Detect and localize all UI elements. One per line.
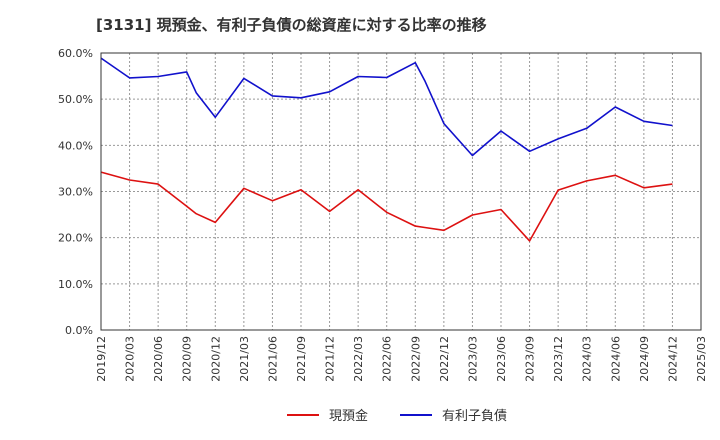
gridlines — [100, 52, 702, 331]
legend-label-0: 現預金 — [329, 408, 368, 424]
x-tick-label: 2024/09 — [638, 336, 651, 382]
x-tick-label: 2020/03 — [124, 336, 137, 382]
x-tick-label: 2025/03 — [695, 336, 708, 382]
x-tick-label: 2024/12 — [666, 336, 679, 382]
x-tick-label: 2019/12 — [95, 336, 108, 382]
x-tick-label: 2021/12 — [324, 336, 337, 382]
x-tick-label: 2023/03 — [466, 336, 479, 382]
x-tick-label: 2020/06 — [152, 336, 165, 382]
legend: 現預金 有利子負債 — [287, 408, 507, 424]
y-tick-label: 30.0% — [58, 186, 93, 199]
x-tick-label: 2022/12 — [438, 336, 451, 382]
y-axis-ticks: 0.0% 10.0% 20.0% 30.0% 40.0% 50.0% 60.0% — [58, 47, 93, 337]
x-tick-label: 2021/09 — [295, 336, 308, 382]
legend-label-1: 有利子負債 — [442, 409, 507, 424]
x-tick-label: 2020/09 — [181, 336, 194, 382]
y-tick-label: 0.0% — [65, 324, 93, 337]
x-tick-label: 2023/09 — [524, 336, 537, 382]
x-tick-label: 2024/06 — [609, 336, 622, 382]
x-tick-label: 2022/03 — [352, 336, 365, 382]
y-tick-label: 10.0% — [58, 278, 93, 291]
x-tick-label: 2023/12 — [552, 336, 565, 382]
x-tick-label: 2022/09 — [409, 336, 422, 382]
x-tick-label: 2020/12 — [209, 336, 222, 382]
y-tick-label: 50.0% — [58, 93, 93, 106]
data-series — [100, 57, 673, 242]
x-tick-label: 2022/06 — [381, 336, 394, 382]
y-tick-label: 20.0% — [58, 232, 93, 245]
y-tick-label: 40.0% — [58, 139, 93, 152]
x-tick-label: 2024/03 — [581, 336, 594, 382]
series-line-0 — [100, 171, 673, 242]
x-axis-ticks: 2019/12 2020/03 2020/06 2020/09 2020/12 2021/… — [95, 336, 708, 382]
plot-area-border — [100, 52, 702, 331]
x-tick-label: 2021/03 — [238, 336, 251, 382]
x-tick-label: 2023/06 — [495, 336, 508, 382]
series-line-1 — [100, 57, 673, 157]
y-tick-label: 60.0% — [58, 47, 93, 60]
chart-title: [3131] 現預金、有利子負債の総資産に対する比率の推移 — [96, 16, 487, 34]
x-tick-label: 2021/06 — [266, 336, 279, 382]
